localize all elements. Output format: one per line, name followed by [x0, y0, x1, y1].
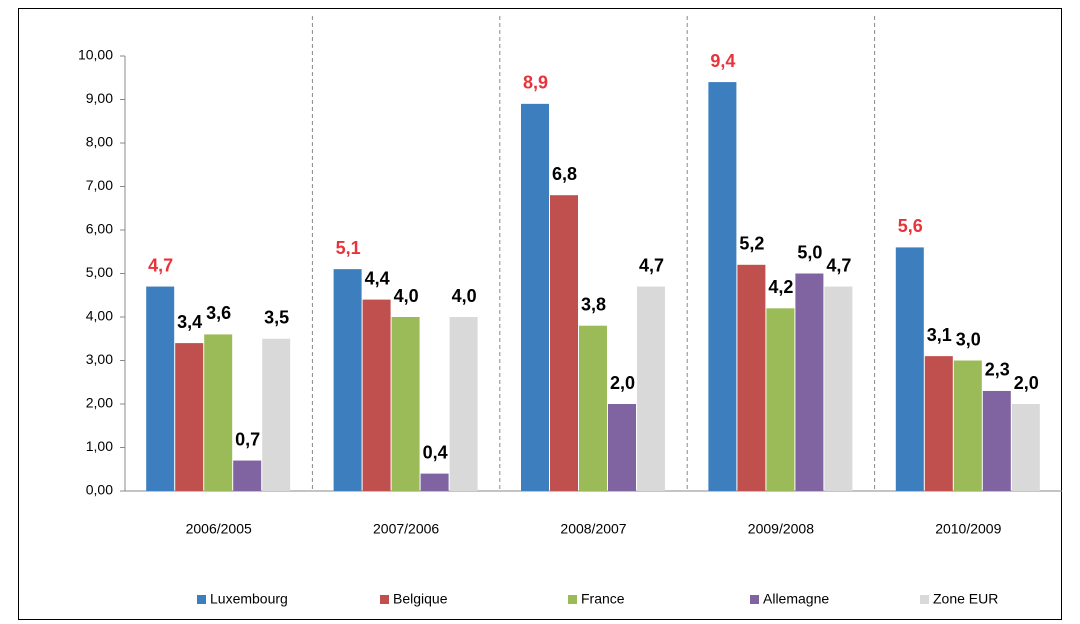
y-tick-label: 5,00 [86, 264, 113, 280]
bar [982, 390, 1011, 491]
bar [362, 299, 391, 491]
value-label: 4,0 [394, 286, 419, 306]
value-label: 4,2 [768, 277, 793, 297]
x-tick-label: 2006/2005 [186, 521, 252, 537]
bar [262, 338, 291, 491]
value-label: 3,5 [264, 308, 289, 328]
bar [175, 343, 204, 491]
value-label: 4,7 [148, 255, 173, 275]
value-label: 9,4 [710, 51, 735, 71]
bar [550, 195, 578, 491]
value-label: 2,0 [610, 373, 635, 393]
bar [953, 360, 982, 491]
bar [233, 460, 262, 491]
value-label: 3,6 [206, 303, 231, 323]
x-tick-label: 2009/2008 [748, 521, 814, 537]
bar [391, 317, 420, 491]
value-label: 0,7 [235, 429, 260, 449]
value-label: 4,4 [365, 268, 390, 288]
value-label: 5,1 [336, 238, 361, 258]
y-tick-label: 4,00 [86, 308, 113, 324]
y-tick-label: 8,00 [86, 134, 113, 150]
value-label: 2,3 [985, 360, 1010, 380]
value-label: 6,8 [552, 164, 577, 184]
bar [795, 273, 824, 491]
y-tick-label: 0,00 [86, 482, 113, 498]
value-label: 3,4 [177, 312, 202, 332]
value-label: 3,1 [927, 325, 952, 345]
x-tick-label: 2010/2009 [935, 521, 1001, 537]
y-tick-label: 3,00 [86, 351, 113, 367]
x-tick-label: 2007/2006 [373, 521, 439, 537]
value-label: 0,4 [423, 442, 448, 462]
legend-swatch [750, 595, 759, 604]
bar [608, 404, 636, 491]
value-label: 3,8 [581, 294, 606, 314]
bar [449, 317, 478, 491]
legend-swatch [920, 595, 929, 604]
legend-label: Belgique [393, 591, 448, 607]
bar [895, 247, 924, 491]
legend-swatch [568, 595, 577, 604]
value-label: 4,7 [826, 255, 851, 275]
legend-swatch [380, 595, 389, 604]
y-tick-label: 9,00 [86, 90, 113, 106]
legend-label: France [581, 591, 625, 607]
y-tick-label: 7,00 [86, 177, 113, 193]
bar [579, 325, 607, 491]
x-tick-label: 2008/2007 [560, 521, 626, 537]
y-tick-label: 1,00 [86, 438, 113, 454]
bar [824, 286, 853, 491]
bar [420, 473, 449, 491]
bar [146, 286, 175, 491]
legend-label: Zone EUR [933, 591, 998, 607]
y-tick-label: 10,00 [78, 47, 113, 63]
bar [766, 308, 795, 491]
value-label: 2,0 [1014, 373, 1039, 393]
bar [708, 82, 737, 491]
value-label: 5,0 [797, 242, 822, 262]
legend-swatch [197, 595, 206, 604]
value-label: 8,9 [523, 73, 548, 93]
y-tick-label: 6,00 [86, 221, 113, 237]
bar [924, 356, 953, 491]
y-tick-label: 2,00 [86, 395, 113, 411]
bar [204, 334, 233, 491]
value-label: 4,0 [452, 286, 477, 306]
bar [521, 103, 549, 491]
legend-label: Luxembourg [210, 591, 288, 607]
bar [1011, 404, 1040, 491]
value-label: 3,0 [956, 329, 981, 349]
legend-label: Allemagne [763, 591, 829, 607]
bar [637, 286, 665, 491]
bar [333, 269, 362, 491]
value-label: 4,7 [639, 255, 664, 275]
value-label: 5,2 [739, 234, 764, 254]
value-label: 5,6 [898, 216, 923, 236]
bar [737, 264, 766, 491]
